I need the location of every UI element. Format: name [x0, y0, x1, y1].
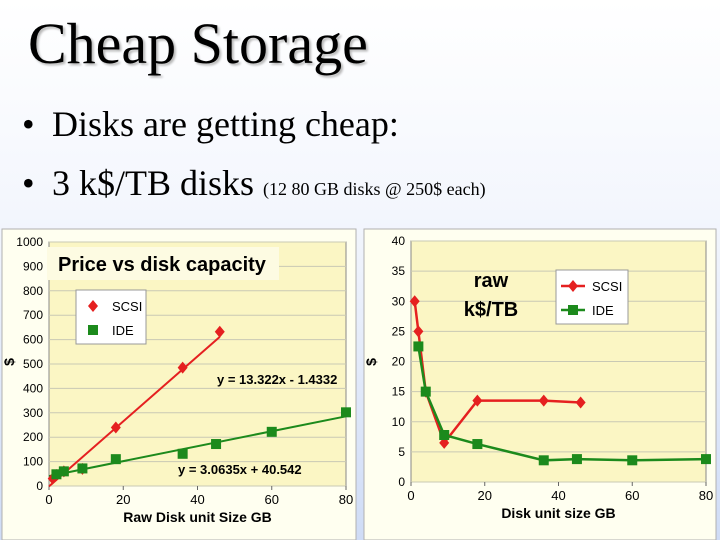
y-tick-label: 40: [392, 234, 406, 248]
y-tick-label: 30: [392, 294, 406, 308]
data-point-ide: [701, 454, 711, 465]
chart-title: Price vs disk capacity: [58, 254, 267, 276]
y-tick-label: 900: [23, 259, 43, 273]
x-axis-label: Raw Disk unit Size GB: [123, 509, 272, 525]
data-point-ide: [211, 439, 222, 450]
y-tick-label: 15: [392, 385, 406, 399]
x-tick-label: 40: [190, 492, 204, 507]
data-point-ide: [627, 455, 638, 466]
bullet-note: (12 80 GB disks @ 250$ each): [263, 179, 486, 199]
data-point-scsi: [110, 421, 121, 434]
chart-2: 0 5 10 15 20 25 30 35 40 0 20 40 60 80 Disk unit size …: [363, 228, 717, 540]
y-tick-label: 20: [392, 355, 406, 369]
x-tick-label: 80: [699, 488, 713, 503]
data-point-scsi: [177, 361, 188, 374]
y-tick-label: 0: [398, 475, 405, 489]
x-axis-label: Disk unit size GB: [501, 505, 615, 521]
legend-label-scsi: SCSI: [112, 299, 142, 314]
y-tick-label: 700: [23, 308, 43, 322]
x-tick-label: 20: [116, 492, 130, 507]
data-point-ide: [413, 341, 424, 352]
y-tick-label: 300: [23, 406, 43, 420]
data-point-ide: [110, 454, 121, 465]
data-point-ide: [51, 469, 62, 480]
y-tick-label: 35: [392, 264, 406, 278]
y-tick-label: 600: [23, 333, 43, 347]
y-tick-label: 0: [36, 479, 43, 493]
y-axis-label: $: [1, 358, 17, 366]
data-point-ide: [177, 448, 188, 459]
y-tick-label: 200: [23, 430, 43, 444]
bullet-item: • Disks are getting cheap:: [22, 103, 399, 145]
data-point-ide: [439, 430, 450, 441]
legend-label-scsi: SCSI: [592, 279, 622, 294]
y-tick-label: 500: [23, 357, 43, 371]
x-tick-label: 60: [265, 492, 279, 507]
data-point-scsi: [413, 325, 424, 338]
data-point-ide: [341, 407, 351, 418]
data-point-ide: [77, 463, 88, 474]
legend-marker-scsi: [88, 300, 98, 312]
data-point-scsi: [575, 396, 586, 409]
y-tick-label: 100: [23, 455, 43, 469]
trendline-label: y = 3.0635x + 40.542: [178, 462, 302, 477]
x-tick-label: 20: [478, 488, 492, 503]
series-line-ide: [417, 346, 707, 462]
bullet-dot: •: [22, 163, 35, 203]
chart-title-box: [47, 247, 279, 280]
y-tick-label: 1000: [16, 235, 43, 249]
chart-title: k$/TB: [464, 299, 518, 321]
y-tick-label: 400: [23, 381, 43, 395]
x-tick-label: 60: [625, 488, 639, 503]
data-point-ide: [472, 439, 483, 450]
bullet-item: • 3 k$/TB disks (12 80 GB disks @ 250$ ea…: [22, 162, 486, 204]
legend-label-ide: IDE: [112, 323, 134, 338]
data-point-scsi: [472, 394, 483, 407]
trendline-ide: [48, 415, 347, 478]
x-tick-label: 40: [551, 488, 565, 503]
x-tick-label: 0: [45, 492, 52, 507]
legend-label-ide: IDE: [592, 303, 614, 318]
x-tick-label: 0: [407, 488, 414, 503]
data-point-ide: [571, 454, 582, 465]
y-axis-label: $: [363, 358, 379, 366]
legend-marker-ide: [568, 305, 578, 315]
bullet-text: 3 k$/TB disks: [52, 163, 255, 203]
data-point-ide: [266, 426, 277, 437]
chart-1: 0 100 200 300 400 500 600 700 800 900 1000 0 20 40 60 8…: [1, 228, 357, 540]
data-point-scsi: [214, 325, 225, 338]
slide-title: Cheap Storage: [28, 11, 368, 76]
legend-box: [75, 289, 147, 345]
y-tick-label: 10: [392, 415, 406, 429]
data-point-scsi: [409, 295, 420, 308]
data-point-ide: [420, 386, 431, 397]
trendline-label: y = 13.322x - 1.4332: [217, 372, 337, 387]
bullet-text: Disks are getting cheap:: [52, 104, 399, 144]
trendline-scsi: [48, 336, 221, 488]
data-point-ide: [58, 466, 69, 477]
data-point-ide: [538, 455, 549, 466]
chart-title: raw: [474, 270, 509, 292]
y-tick-label: 25: [392, 324, 406, 338]
y-tick-label: 5: [398, 445, 405, 459]
legend-marker-ide: [88, 325, 98, 335]
y-tick-label: 800: [23, 284, 43, 298]
bullet-dot: •: [22, 104, 35, 144]
data-point-scsi: [538, 394, 549, 407]
legend-marker-scsi: [568, 280, 578, 292]
x-tick-label: 80: [339, 492, 353, 507]
